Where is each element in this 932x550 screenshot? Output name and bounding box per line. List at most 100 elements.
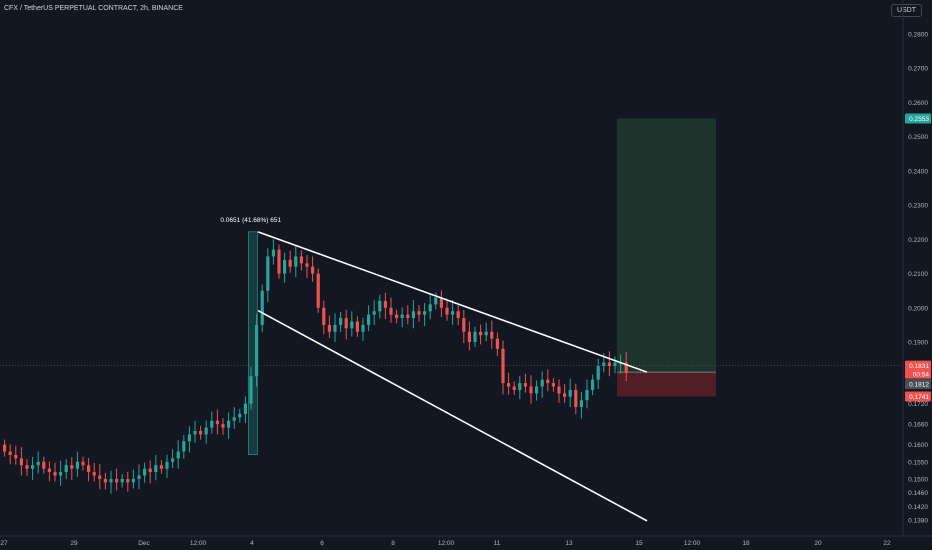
candle-body xyxy=(227,420,231,428)
candle-body xyxy=(47,468,51,473)
price-axis[interactable]: 0.2800 0.2700 0.2600 0.2500 0.2400 0.2300 0.22… xyxy=(902,0,928,536)
stop-price-tag: 0.1741 xyxy=(909,394,929,401)
candle xyxy=(283,252,287,283)
candle-body xyxy=(187,434,191,442)
candle-body xyxy=(322,307,326,325)
candle xyxy=(495,332,499,357)
time-tick-label: Dec xyxy=(138,540,150,547)
candle xyxy=(546,369,550,392)
candle xyxy=(8,444,12,465)
candle-body xyxy=(87,465,91,473)
candle xyxy=(148,460,152,484)
price-tick-label: 0.1380 xyxy=(908,518,928,525)
candle-body xyxy=(383,300,387,308)
candle xyxy=(193,420,197,443)
candle xyxy=(210,411,214,434)
candle xyxy=(462,309,466,344)
price-tick-label: 0.2000 xyxy=(908,305,928,312)
target-price-tag-bg xyxy=(905,113,931,124)
time-tick-label: 11 xyxy=(494,540,501,547)
candle-body xyxy=(479,331,483,336)
time-tick-label: 15 xyxy=(635,540,643,547)
candle-body xyxy=(137,475,141,479)
candle-body xyxy=(148,468,152,473)
candle-body xyxy=(445,307,449,315)
candle xyxy=(479,324,483,345)
candle xyxy=(467,321,471,351)
candle-body xyxy=(518,383,522,390)
candle xyxy=(451,299,455,325)
candle xyxy=(98,464,102,490)
price-tick-label: 0.2700 xyxy=(908,66,928,73)
candle xyxy=(355,316,359,337)
candle xyxy=(327,315,331,338)
candle-body xyxy=(613,362,617,366)
candle-body xyxy=(523,383,527,387)
candle-body xyxy=(238,413,242,418)
candle-body xyxy=(411,311,415,319)
candle xyxy=(316,268,320,313)
candle xyxy=(25,459,29,476)
candle xyxy=(417,305,421,322)
candle-body xyxy=(283,259,287,274)
target-zone xyxy=(617,118,716,373)
candle xyxy=(579,391,583,419)
stop-price-tag-bg xyxy=(905,391,931,402)
candle xyxy=(311,256,315,282)
candle-body xyxy=(165,461,169,469)
candle-body xyxy=(81,461,85,466)
candle-body xyxy=(355,321,359,332)
price-tags: 0.2553 0.1831 00:54 0.1812 0.1741 xyxy=(905,113,931,402)
current-price-tag: 0.1831 xyxy=(909,363,929,370)
price-tick-label: 0.2100 xyxy=(908,271,928,278)
candle-body xyxy=(512,386,516,390)
candle-body xyxy=(395,314,399,319)
time-axis[interactable]: 27 29 Dec 12:00 4 6 8 12:00 11 13 15 12:00 18 20 22 xyxy=(0,535,932,547)
candle-body xyxy=(271,249,275,257)
candle xyxy=(563,384,567,403)
candle xyxy=(115,468,119,491)
time-tick-label: 8 xyxy=(391,540,395,547)
candle-body xyxy=(204,427,208,435)
candle xyxy=(227,412,231,439)
candle-body xyxy=(456,311,460,319)
candle xyxy=(383,292,387,320)
candle xyxy=(540,371,544,398)
candle xyxy=(204,420,208,444)
candle-body xyxy=(294,256,298,267)
candle-body xyxy=(36,461,40,466)
candle xyxy=(176,440,180,469)
candle-body xyxy=(596,365,600,380)
candle xyxy=(350,311,354,337)
candle xyxy=(120,473,124,488)
candle-body xyxy=(266,256,270,291)
candle-body xyxy=(574,389,578,408)
candle xyxy=(53,462,57,482)
candle xyxy=(591,374,595,396)
candle-body xyxy=(243,403,247,414)
candle-body xyxy=(546,379,550,384)
candle-body xyxy=(305,263,309,267)
candle xyxy=(238,408,242,423)
candle xyxy=(271,239,275,265)
price-tick-label: 0.1550 xyxy=(908,459,928,466)
candle xyxy=(159,460,163,474)
candle xyxy=(501,340,505,395)
candle xyxy=(473,326,477,348)
candle-body xyxy=(3,444,7,452)
candle-body xyxy=(417,311,421,315)
candle xyxy=(221,418,225,435)
candle-body xyxy=(126,478,130,483)
candle-body xyxy=(249,376,253,404)
candle xyxy=(624,352,628,382)
candle xyxy=(266,248,270,302)
candle xyxy=(131,469,135,489)
currency-button[interactable]: USDT xyxy=(890,4,922,17)
time-tick-label: 29 xyxy=(70,540,78,547)
time-tick-label: 22 xyxy=(883,540,891,547)
channel-upper-line xyxy=(257,231,648,373)
candle xyxy=(333,313,337,343)
candle-body xyxy=(372,311,376,315)
candle xyxy=(607,351,611,377)
